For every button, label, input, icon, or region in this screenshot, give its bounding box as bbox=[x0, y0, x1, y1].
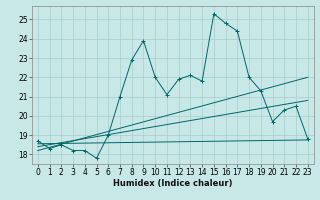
X-axis label: Humidex (Indice chaleur): Humidex (Indice chaleur) bbox=[113, 179, 233, 188]
